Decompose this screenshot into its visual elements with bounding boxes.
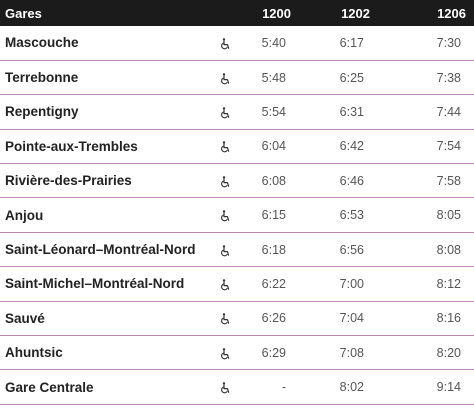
departure-time-1200: 6:04 <box>261 139 286 154</box>
wheelchair-icon <box>220 279 231 291</box>
table-row: Saint-Léonard–Montréal-Nord 6:18 6:56 8:… <box>0 232 474 267</box>
station-name[interactable]: Anjou <box>5 207 44 223</box>
departure-time-1206: 8:16 <box>436 311 461 326</box>
wheelchair-icon <box>220 107 231 119</box>
departure-time-1206: 7:44 <box>436 104 461 119</box>
header-train-1202: 1202 <box>341 5 370 21</box>
table-row: Terrebonne 5:48 6:25 7:38 <box>0 60 474 95</box>
departure-time-1202: 6:25 <box>339 70 364 85</box>
table-row: Ahuntsic 6:29 7:08 8:20 <box>0 336 474 370</box>
departure-time-1202: 6:46 <box>339 173 364 188</box>
departure-time-1202: 7:00 <box>339 276 364 291</box>
header-train-1206: 1206 <box>437 5 466 21</box>
wheelchair-icon <box>220 313 231 325</box>
departure-time-1206: 8:05 <box>436 208 461 223</box>
departure-time-1200: 6:08 <box>261 173 286 188</box>
table-row: Sauvé 6:26 7:04 8:16 <box>0 301 474 336</box>
departure-time-1200: 5:48 <box>261 70 286 85</box>
wheelchair-icon <box>220 347 231 360</box>
accessibility-cell <box>210 95 240 129</box>
accessibility-cell <box>210 301 240 335</box>
table-row: Gare Centrale - 8:02 9:14 <box>0 370 474 405</box>
departure-time-1200: 6:18 <box>261 242 286 257</box>
departure-time-1200: 6:15 <box>261 208 286 223</box>
departure-time-1202: 6:31 <box>339 104 364 119</box>
header-stations: Gares <box>5 5 42 21</box>
departure-time-1206: 7:38 <box>436 70 461 85</box>
accessibility-cell <box>210 198 240 232</box>
departure-time-1200: 5:40 <box>261 35 286 50</box>
station-name[interactable]: Pointe-aux-Trembles <box>5 138 138 154</box>
departure-time-1206: 8:12 <box>436 276 461 291</box>
table-row: Rivière-des-Prairies 6:08 6:46 7:58 <box>0 164 474 198</box>
departure-time-1200: 5:54 <box>261 104 286 119</box>
wheelchair-icon <box>220 382 231 394</box>
departure-time-1206: 7:30 <box>436 35 461 50</box>
schedule-body: Mascouche 5:40 6:17 7:30 Terrebonne <box>0 26 474 405</box>
accessibility-cell <box>210 129 240 163</box>
departure-time-1206: 8:20 <box>436 345 461 360</box>
departure-time-1206: 8:08 <box>436 242 461 257</box>
station-name[interactable]: Terrebonne <box>5 70 79 86</box>
wheelchair-icon <box>220 38 231 50</box>
table-row: Mascouche 5:40 6:17 7:30 <box>0 26 474 61</box>
departure-time-1202: 6:56 <box>339 242 364 257</box>
departure-time-1206: 7:58 <box>436 173 461 188</box>
station-name[interactable]: Repentigny <box>5 104 79 120</box>
departure-time-1202: 7:04 <box>339 311 364 326</box>
departure-time-1202: 6:53 <box>339 208 364 223</box>
wheelchair-icon <box>220 72 231 85</box>
accessibility-cell <box>210 370 240 404</box>
wheelchair-icon <box>220 244 231 257</box>
accessibility-cell <box>210 26 240 60</box>
wheelchair-icon <box>220 210 231 222</box>
station-name[interactable]: Sauvé <box>5 310 45 326</box>
table-row: Pointe-aux-Trembles 6:04 6:42 7:54 <box>0 129 474 164</box>
departure-time-1202: 6:17 <box>339 35 364 50</box>
departure-time-1200: 6:22 <box>261 276 286 291</box>
departure-time-1206: 7:54 <box>436 139 461 154</box>
table-row: Anjou 6:15 6:53 8:05 <box>0 198 474 233</box>
station-name[interactable]: Saint-Léonard–Montréal-Nord <box>5 242 196 258</box>
header-train-1200: 1200 <box>262 5 291 21</box>
accessibility-cell <box>210 267 240 301</box>
station-name[interactable]: Saint-Michel–Montréal-Nord <box>5 276 185 292</box>
departure-time-1202: 6:42 <box>339 139 364 154</box>
schedule-header-row: Gares 1200 1202 1206 <box>0 0 474 26</box>
wheelchair-icon <box>220 141 231 153</box>
accessibility-cell <box>210 232 240 266</box>
accessibility-cell <box>210 164 240 198</box>
departure-time-1202: 8:02 <box>339 380 364 395</box>
station-name[interactable]: Ahuntsic <box>5 345 63 361</box>
header-accessibility <box>210 0 240 26</box>
table-row: Saint-Michel–Montréal-Nord 6:22 7:00 8:1… <box>0 267 474 302</box>
departure-time-1200: 6:26 <box>261 311 286 326</box>
station-name[interactable]: Mascouche <box>5 35 79 51</box>
station-name[interactable]: Rivière-des-Prairies <box>5 173 132 189</box>
departure-time-1202: 7:08 <box>339 345 364 360</box>
station-name[interactable]: Gare Centrale <box>5 379 94 395</box>
accessibility-cell <box>210 336 240 370</box>
wheelchair-icon <box>220 176 231 188</box>
departure-time-1200: - <box>281 380 286 395</box>
departure-time-1200: 6:29 <box>261 345 286 360</box>
accessibility-cell <box>210 60 240 94</box>
table-row: Repentigny 5:54 6:31 7:44 <box>0 95 474 130</box>
departure-time-1206: 9:14 <box>436 380 461 395</box>
